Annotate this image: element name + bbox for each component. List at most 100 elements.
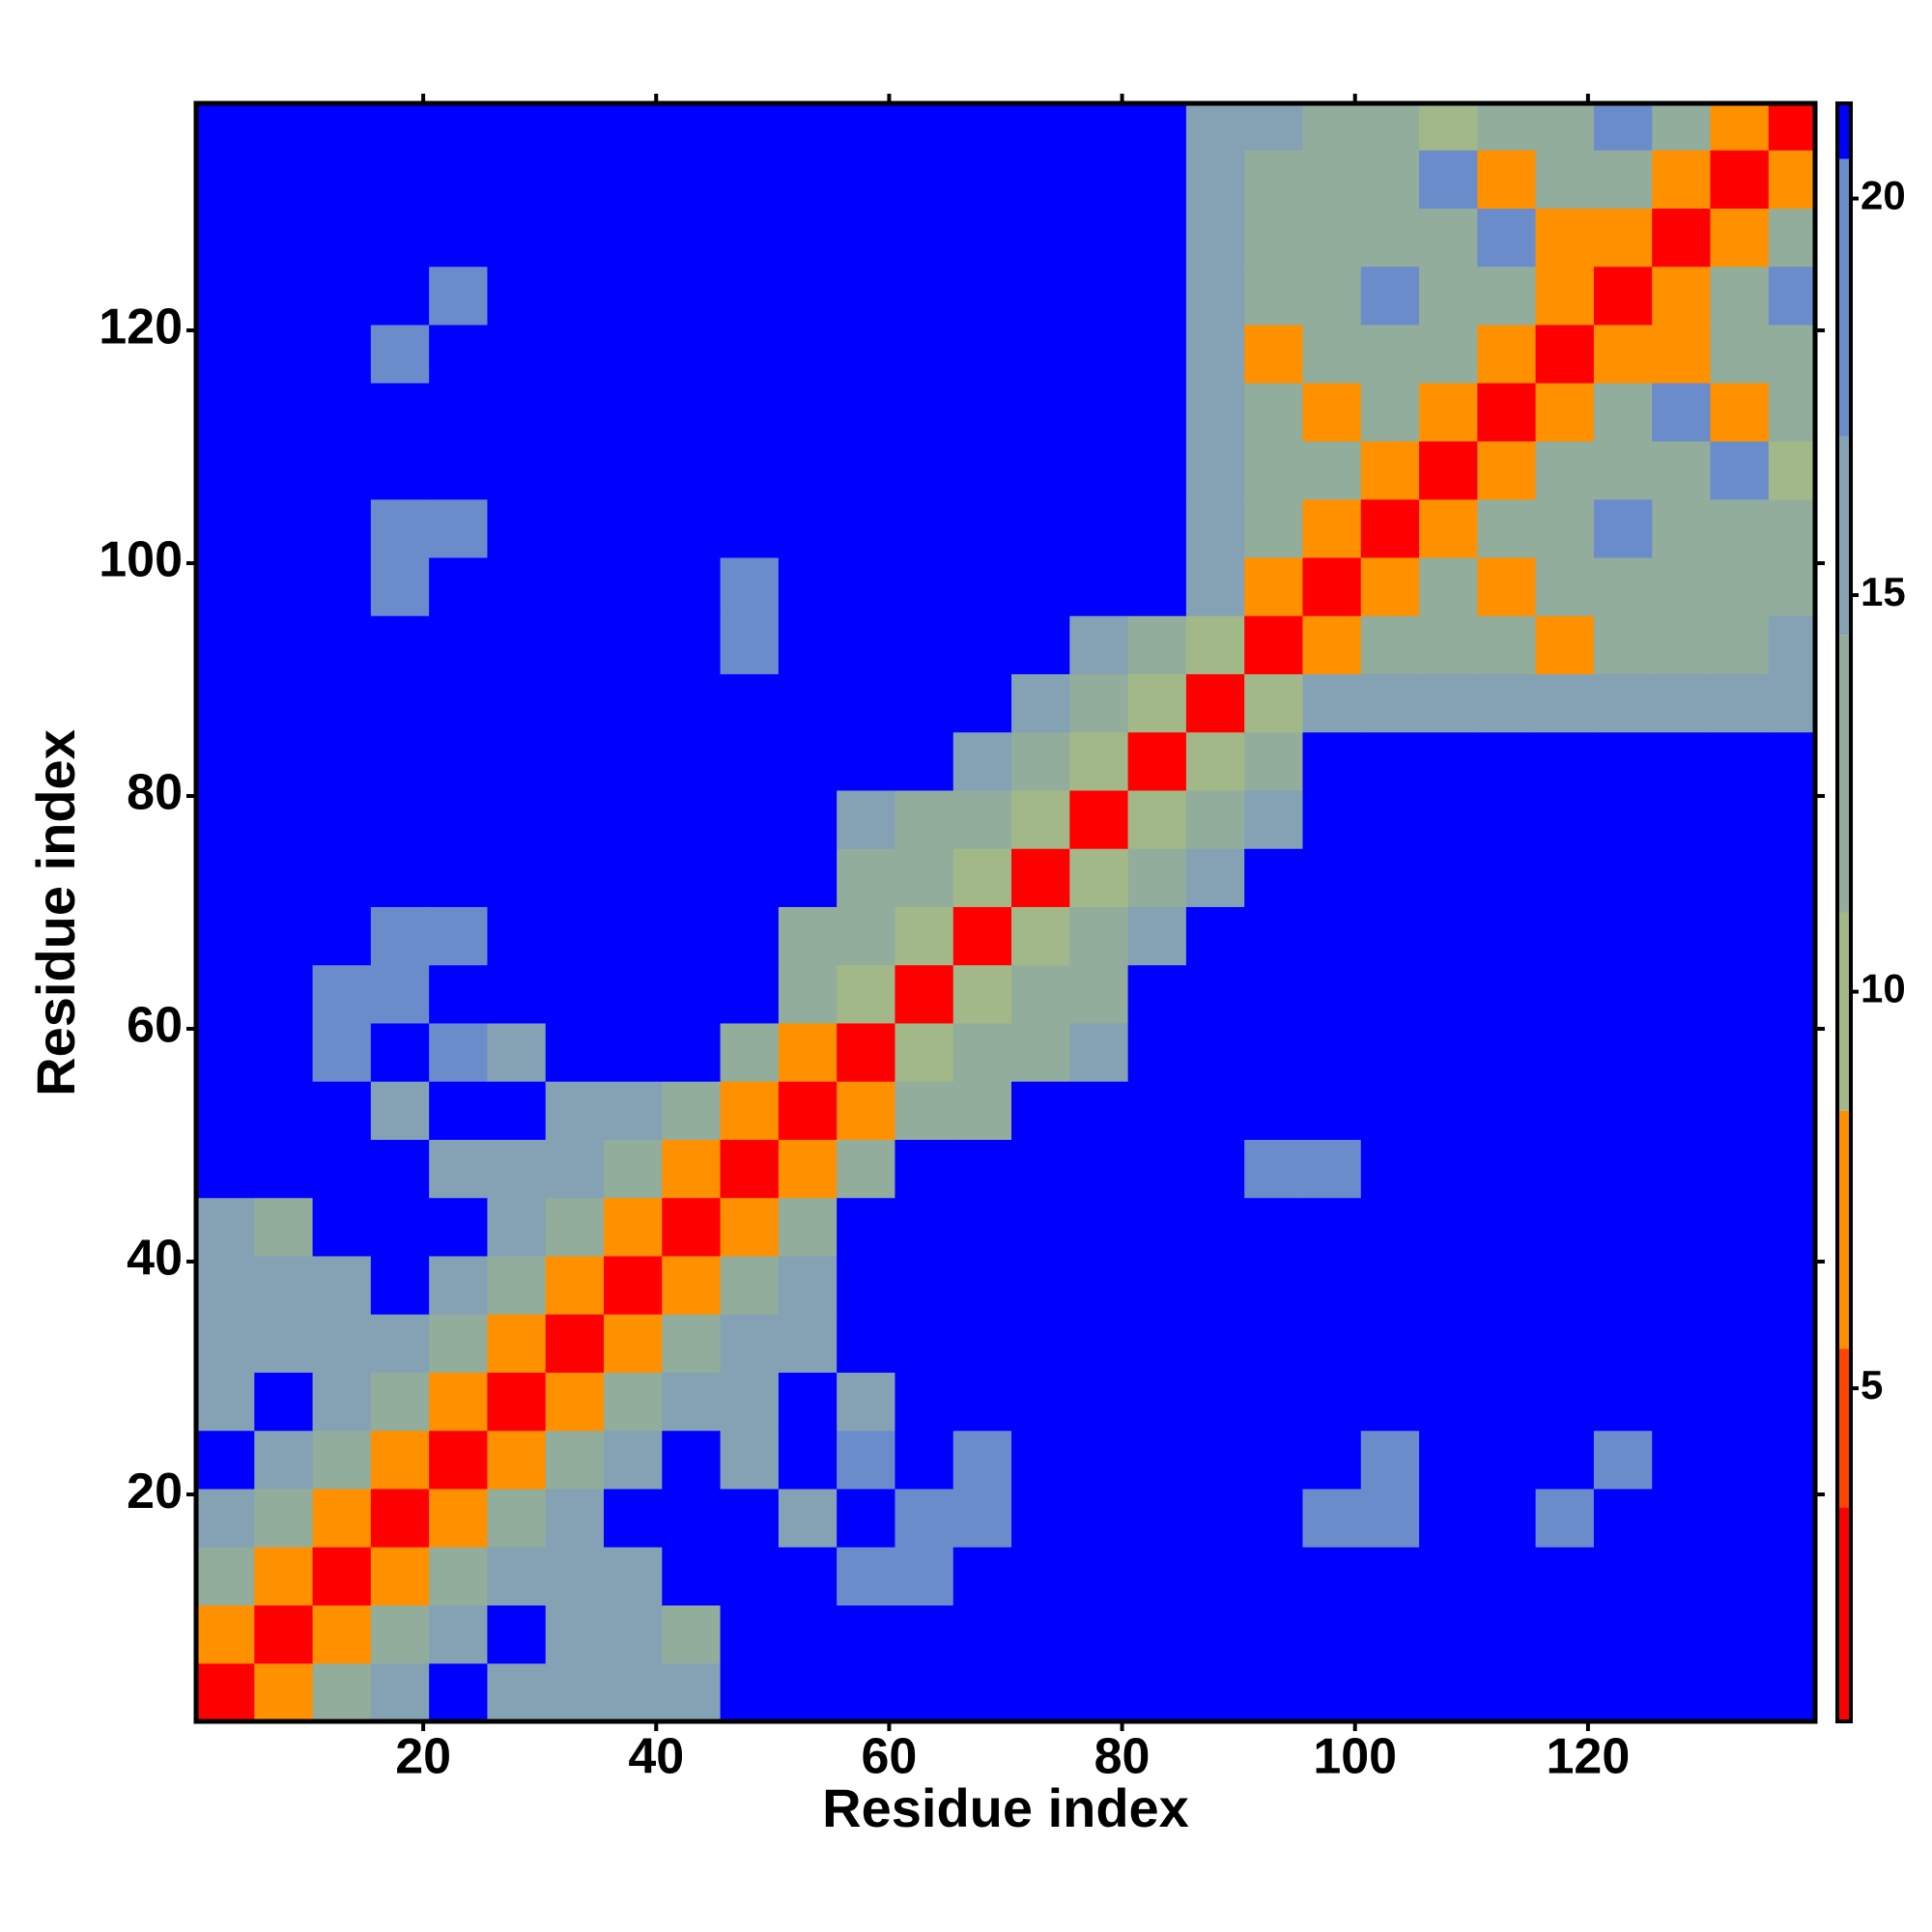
heatmap-cell [1477,1197,1537,1257]
heatmap-cell [1185,1139,1245,1199]
heatmap-cell [545,615,605,674]
heatmap-cell [1768,1662,1816,1722]
heatmap-cell [196,906,255,966]
plot-frame [193,100,1818,1724]
heatmap-cell [952,615,1012,674]
heatmap-cell [1302,1314,1362,1373]
heatmap-cell [312,964,372,1024]
heatmap-cell [1768,673,1816,733]
heatmap-cell [895,150,954,209]
heatmap-cell [545,1488,605,1548]
heatmap-cell [196,208,255,268]
heatmap-cell [720,150,780,209]
heatmap-cell [952,1197,1012,1257]
heatmap-cell [895,906,954,966]
heatmap-cell [487,556,547,616]
heatmap-cell [1477,103,1537,151]
heatmap-cell [429,498,488,558]
heatmap-cell [1477,1488,1537,1548]
heatmap-cell [1360,848,1420,907]
heatmap-cell [1069,1488,1129,1548]
heatmap-cell [720,615,780,674]
heatmap-cell [1419,1372,1478,1432]
heatmap-cell [1593,103,1653,151]
heatmap-cell [1360,1662,1420,1722]
heatmap-cell [196,556,255,616]
heatmap-cell [1185,1488,1245,1548]
heatmap-cell [545,1605,605,1664]
heatmap-cell [545,150,605,209]
heatmap-cell [1593,556,1653,616]
heatmap-cell [1244,731,1303,791]
y-tick-label: 120 [99,299,183,355]
heatmap-cell [312,498,372,558]
heatmap-cell [196,150,255,209]
heatmap-cell [1127,964,1187,1024]
heatmap-cell [1127,615,1187,674]
heatmap-cell [1652,150,1711,209]
heatmap-cell [254,208,314,268]
heatmap-cell [196,1255,255,1315]
heatmap-cell [1768,1314,1816,1373]
heatmap-cell [1535,1314,1595,1373]
colorbar-frame [1835,101,1853,1723]
heatmap-cell [1710,498,1770,558]
heatmap-cell [1244,964,1303,1024]
heatmap-cell [1710,1372,1770,1432]
heatmap-cell [429,1662,488,1722]
heatmap-cell [1360,1081,1420,1140]
heatmap-cell [895,1430,954,1490]
heatmap-cell [1185,1430,1245,1490]
heatmap-cell [196,440,255,500]
heatmap-cell [370,906,430,966]
heatmap-cell [895,1197,954,1257]
heatmap-cell [429,789,488,849]
heatmap-cell [1535,1372,1595,1432]
heatmap-cell [662,1488,722,1548]
heatmap-cell [1652,103,1711,151]
heatmap-cell [1360,1197,1420,1257]
heatmap-cell [1593,789,1653,849]
heatmap-cell [1302,906,1362,966]
heatmap-cell [1360,1605,1420,1664]
heatmap-cell [487,1314,547,1373]
heatmap-cell [778,1547,838,1605]
heatmap-cell [1185,906,1245,966]
heatmap-cell [1710,673,1770,733]
heatmap-cell [1419,103,1478,151]
heatmap-cell [895,964,954,1024]
heatmap-cell [545,1662,605,1722]
heatmap-cell [1652,1372,1711,1432]
heatmap-cell [1069,556,1129,616]
colorbar-band [1837,103,1851,159]
heatmap-cell [1652,615,1711,674]
heatmap-cell [487,266,547,326]
heatmap-cell [1302,1022,1362,1082]
heatmap-cell [370,1081,430,1140]
heatmap-cell [662,324,722,384]
heatmap-cell [1710,615,1770,674]
heatmap-cell [895,556,954,616]
heatmap-cell [1419,1197,1478,1257]
heatmap-cell [1593,731,1653,791]
heatmap-cell [1652,1314,1711,1373]
heatmap-cell [895,1547,954,1605]
heatmap-cell [1244,1197,1303,1257]
heatmap-cell [312,1255,372,1315]
heatmap-cell [1069,789,1129,849]
heatmap-cell [720,848,780,907]
heatmap-cell [604,383,663,441]
heatmap-cell [1593,1488,1653,1548]
heatmap-cell [545,789,605,849]
heatmap-cell [254,1197,314,1257]
heatmap-cell [837,906,895,966]
heatmap-cell [895,1488,954,1548]
heatmap-cell [604,1488,663,1548]
heatmap-cell [895,266,954,326]
heatmap-cell [952,440,1012,500]
heatmap-cell [1127,673,1187,733]
heatmap-cell [1127,498,1187,558]
heatmap-cell [196,1081,255,1140]
heatmap-cell [778,1488,838,1548]
